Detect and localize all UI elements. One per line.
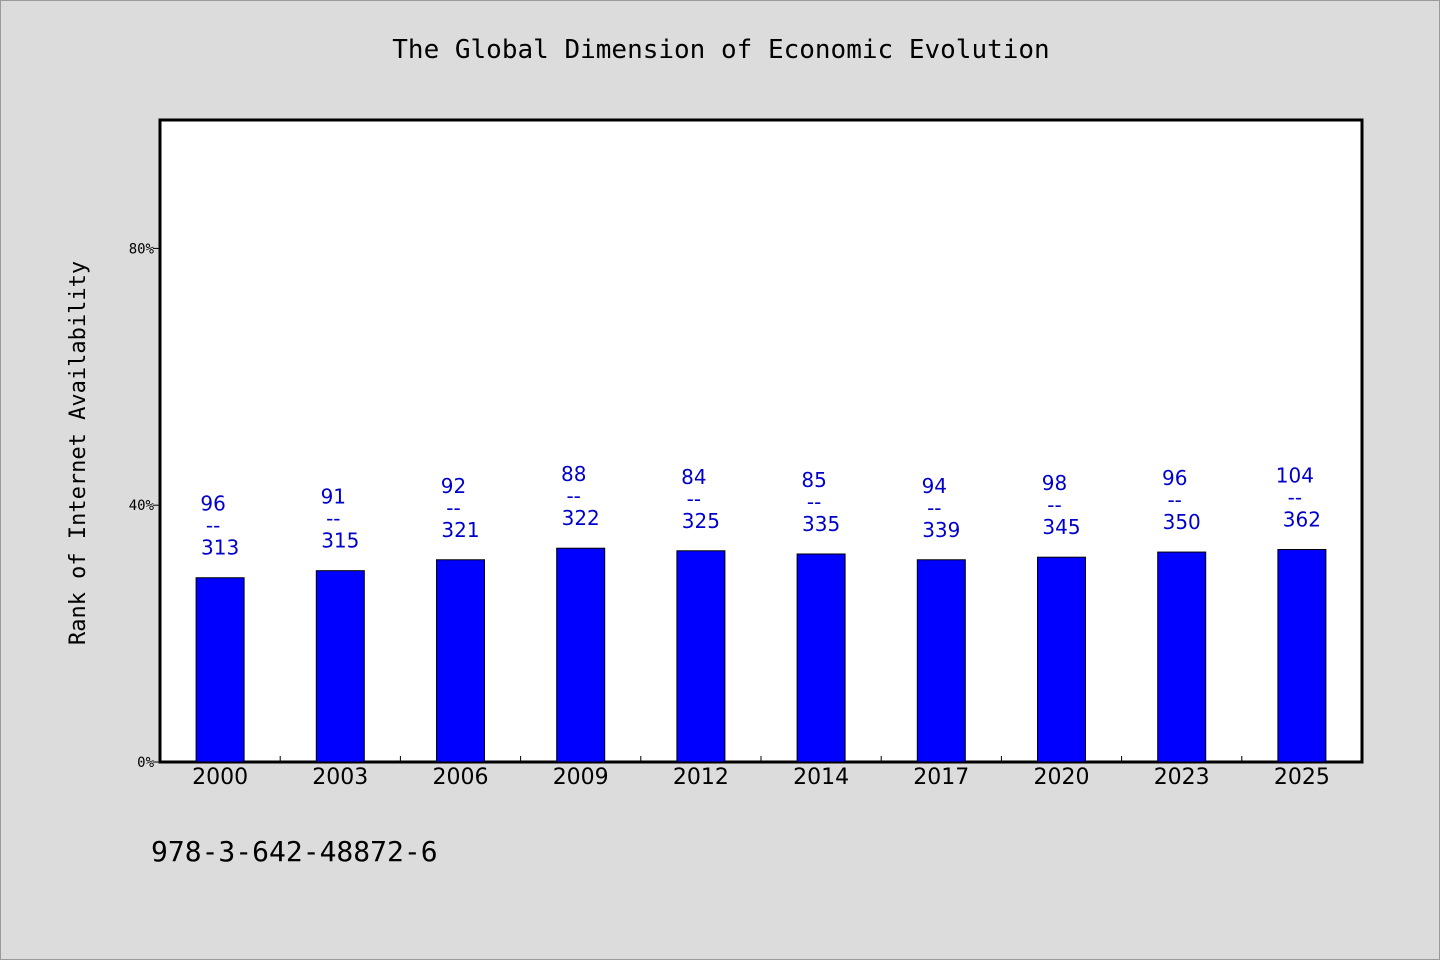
data-label-bottom: 362 bbox=[1283, 507, 1321, 531]
x-tick-label: 2025 bbox=[1274, 765, 1330, 790]
data-label-bottom: 315 bbox=[321, 529, 359, 553]
data-label-top: 88 bbox=[561, 462, 586, 486]
isbn-code: 978-3-642-48872-6 bbox=[151, 835, 438, 868]
bar bbox=[916, 559, 966, 763]
x-tick-label: 2014 bbox=[793, 765, 849, 790]
y-axis: 0% 40% 80% bbox=[129, 241, 160, 771]
data-label-separator: -- bbox=[1288, 485, 1302, 509]
x-tick-label: 2009 bbox=[553, 765, 609, 790]
data-label-separator: -- bbox=[1047, 493, 1061, 517]
data-label-top: 96 bbox=[1162, 466, 1187, 490]
x-tick-label: 2017 bbox=[913, 765, 969, 790]
bar bbox=[796, 553, 846, 763]
data-label-bottom: 321 bbox=[441, 518, 479, 542]
x-tick-label: 2012 bbox=[673, 765, 729, 790]
bar bbox=[195, 577, 245, 763]
data-label-separator: -- bbox=[807, 490, 821, 514]
chart-title: The Global Dimension of Economic Evoluti… bbox=[392, 35, 1050, 65]
y-tick-label: 80% bbox=[129, 241, 155, 257]
data-label-separator: -- bbox=[687, 487, 701, 511]
x-tick-label: 2020 bbox=[1034, 765, 1090, 790]
data-label-separator: -- bbox=[566, 484, 580, 508]
data-label-bottom: 350 bbox=[1163, 510, 1201, 534]
x-tick-label: 2023 bbox=[1154, 765, 1210, 790]
x-tick-label: 2003 bbox=[312, 765, 368, 790]
data-label-separator: -- bbox=[1167, 488, 1181, 512]
data-label-top: 98 bbox=[1042, 471, 1067, 495]
data-label-bottom: 335 bbox=[802, 512, 840, 536]
x-axis: 2000 2003 2006 2009 2012 2014 2017 2020 2023 2025 bbox=[192, 756, 1330, 790]
data-label-top: 94 bbox=[922, 474, 947, 498]
bar bbox=[436, 559, 485, 763]
data-label-separator: -- bbox=[446, 496, 460, 520]
bar-series bbox=[195, 547, 1327, 763]
data-label-bottom: 313 bbox=[201, 536, 239, 560]
data-label-top: 84 bbox=[681, 465, 706, 489]
bar bbox=[1157, 551, 1207, 763]
data-label-top: 96 bbox=[200, 492, 225, 516]
y-tick-label: 40% bbox=[129, 498, 155, 514]
data-label-top: 91 bbox=[321, 485, 346, 509]
data-label-bottom: 322 bbox=[562, 506, 600, 530]
data-label-separator: -- bbox=[326, 507, 340, 531]
data-label-bottom: 339 bbox=[922, 518, 960, 542]
data-label-separator: -- bbox=[206, 514, 220, 538]
bar bbox=[1277, 548, 1327, 763]
data-label-bottom: 325 bbox=[682, 509, 720, 533]
x-tick-label: 2006 bbox=[433, 765, 489, 790]
data-label-top: 85 bbox=[801, 468, 826, 492]
bar bbox=[676, 550, 726, 763]
y-tick-label: 0% bbox=[137, 755, 154, 771]
data-label-bottom: 345 bbox=[1042, 515, 1080, 539]
data-label-top: 92 bbox=[441, 474, 466, 498]
x-tick-label: 2000 bbox=[192, 765, 248, 790]
bar bbox=[1037, 556, 1086, 763]
y-axis-title: Rank of Internet Availability bbox=[66, 261, 91, 645]
bar bbox=[315, 570, 365, 763]
data-label-separator: -- bbox=[927, 496, 941, 520]
data-label-top: 104 bbox=[1276, 463, 1314, 487]
bar bbox=[556, 547, 606, 763]
data-labels: 96--31391--31592--32188--32284--32585--3… bbox=[200, 462, 1321, 560]
